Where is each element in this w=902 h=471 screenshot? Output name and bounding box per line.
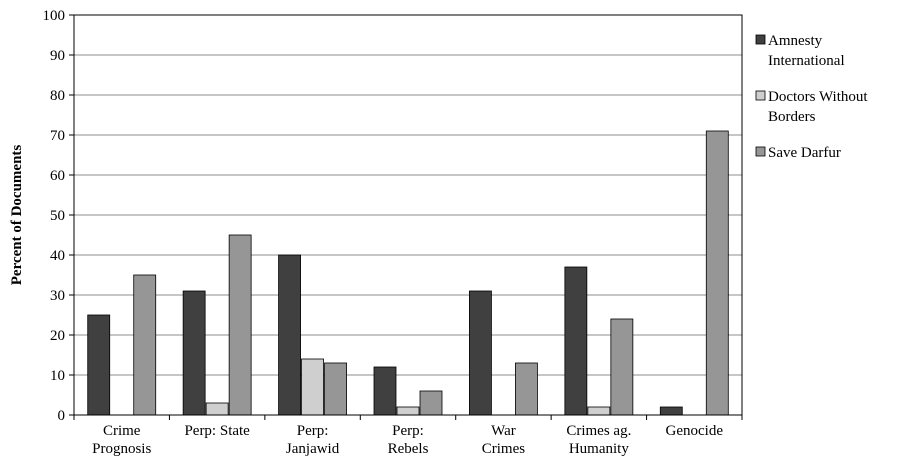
x-tick-label: Perp: State bbox=[184, 423, 250, 439]
y-axis-title: Percent of Documents bbox=[9, 145, 25, 286]
bar bbox=[564, 266, 588, 416]
y-tick-label: 20 bbox=[50, 328, 65, 344]
bars bbox=[87, 130, 729, 416]
bar bbox=[278, 254, 301, 416]
x-tick-label: Genocide bbox=[666, 423, 724, 439]
bar bbox=[324, 362, 347, 416]
legend: Amnesty International Doctors Without Borde… bbox=[755, 33, 868, 161]
bar bbox=[228, 234, 252, 416]
bar bbox=[87, 314, 111, 416]
x-tick-label: Perp: Janjawid bbox=[286, 423, 340, 457]
y-tick-label: 100 bbox=[43, 8, 66, 24]
bar bbox=[396, 406, 420, 416]
tick-labels: 0 10 20 30 40 50 60 70 80 90 100 Crime Prognosis Perp… bbox=[43, 8, 724, 457]
y-tick-label: 60 bbox=[50, 168, 65, 184]
y-tick-label: 50 bbox=[50, 208, 65, 224]
legend-swatch bbox=[755, 34, 766, 45]
y-tick-label: 0 bbox=[58, 408, 66, 424]
bar bbox=[373, 366, 397, 416]
bar bbox=[419, 390, 443, 416]
bar bbox=[301, 358, 324, 416]
bar bbox=[182, 290, 206, 416]
y-tick-label: 70 bbox=[50, 128, 65, 144]
bar bbox=[133, 274, 157, 416]
bar bbox=[610, 318, 634, 416]
legend-label: Save Darfur bbox=[768, 145, 841, 161]
y-tick-label: 30 bbox=[50, 288, 65, 304]
x-tick-label: Crimes ag. Humanity bbox=[566, 423, 631, 457]
legend-swatch bbox=[755, 90, 766, 101]
x-tick-label: Crime Prognosis bbox=[92, 423, 151, 457]
x-tick-label: Perp: Rebels bbox=[388, 423, 429, 457]
x-tick-label: War Crimes bbox=[482, 423, 525, 457]
bar bbox=[705, 130, 729, 416]
y-tick-label: 90 bbox=[50, 48, 65, 64]
bar bbox=[515, 362, 538, 416]
legend-label: Amnesty International bbox=[768, 33, 845, 69]
bar bbox=[469, 290, 492, 416]
legend-label: Doctors Without Borders bbox=[768, 89, 868, 125]
bar bbox=[659, 406, 683, 416]
bar bbox=[587, 406, 611, 416]
y-tick-label: 40 bbox=[50, 248, 65, 264]
legend-swatch bbox=[755, 146, 766, 157]
gridlines bbox=[74, 14, 742, 376]
y-tick-label: 10 bbox=[50, 368, 65, 384]
plot-area-border bbox=[73, 14, 743, 416]
bar bbox=[205, 402, 229, 416]
y-tick-label: 80 bbox=[50, 88, 65, 104]
axes bbox=[69, 14, 743, 420]
